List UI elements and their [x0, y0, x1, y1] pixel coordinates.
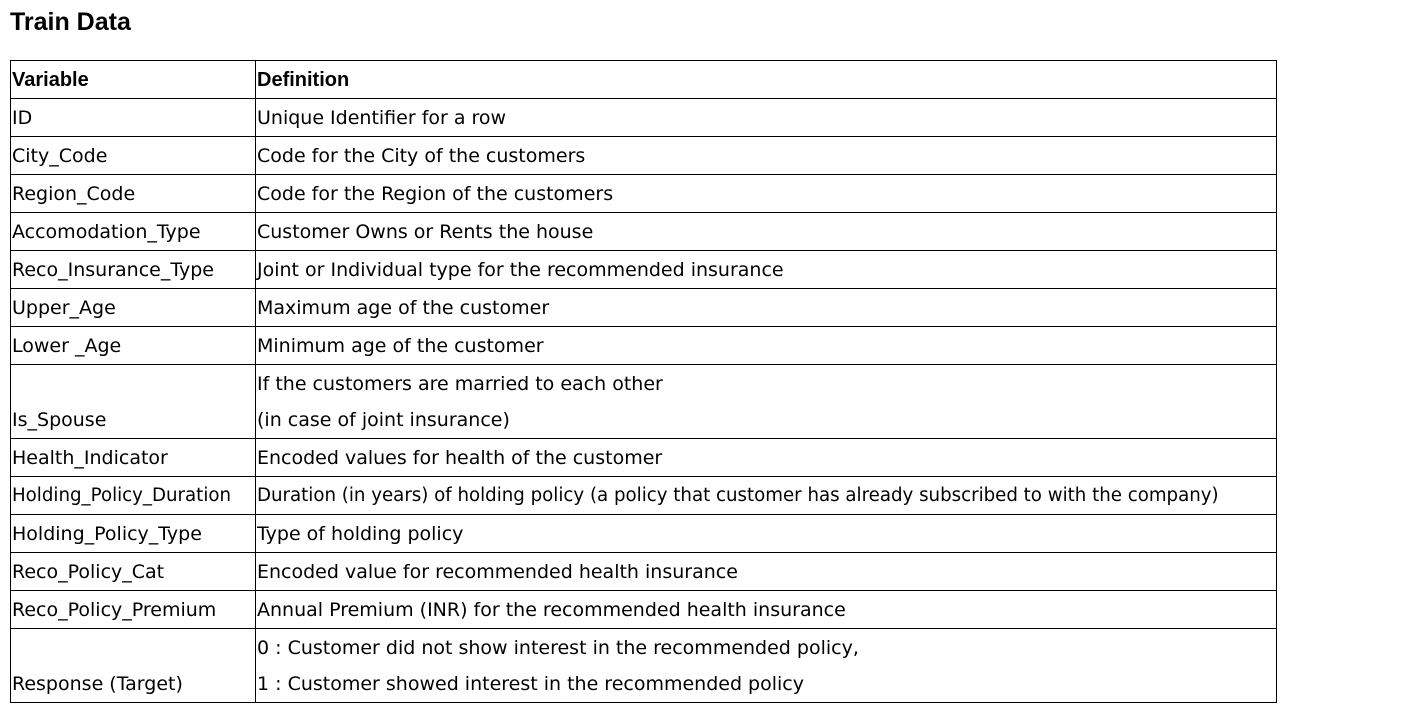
- definition-cell: Minimum age of the customer: [255, 326, 1277, 365]
- definition-line: 1 : Customer showed interest in the reco…: [257, 673, 804, 695]
- column-header-definition: Definition: [255, 60, 1277, 99]
- definition-cell: Annual Premium (INR) for the recommended…: [255, 590, 1277, 629]
- variable-cell: Reco_Insurance_Type: [10, 250, 256, 289]
- table-row: Region_Code Code for the Region of the c…: [10, 174, 1277, 213]
- page-title: Train Data: [10, 8, 131, 36]
- variable-cell: Lower _Age: [10, 326, 256, 365]
- variable-cell: ID: [10, 98, 256, 137]
- definition-cell: Encoded value for recommended health ins…: [255, 552, 1277, 591]
- table-row: City_Code Code for the City of the custo…: [10, 136, 1277, 175]
- definition-line: 0 : Customer did not show interest in th…: [257, 637, 859, 659]
- table-row: Response (Target) 0 : Customer did not s…: [10, 628, 1277, 703]
- definition-cell: Duration (in years) of holding policy (a…: [255, 476, 1277, 515]
- table-row: Upper_Age Maximum age of the customer: [10, 288, 1277, 327]
- definition-cell: Maximum age of the customer: [255, 288, 1277, 327]
- table-row: ID Unique Identifier for a row: [10, 98, 1277, 137]
- table-row: Is_Spouse If the customers are married t…: [10, 364, 1277, 439]
- definition-cell: 0 : Customer did not show interest in th…: [255, 628, 1277, 703]
- table-row: Lower _Age Minimum age of the customer: [10, 326, 1277, 365]
- variable-cell: Region_Code: [10, 174, 256, 213]
- definition-cell: Unique Identifier for a row: [255, 98, 1277, 137]
- definition-cell: Joint or Individual type for the recomme…: [255, 250, 1277, 289]
- definition-cell: Code for the City of the customers: [255, 136, 1277, 175]
- variable-cell: Reco_Policy_Cat: [10, 552, 256, 591]
- table-row: Accomodation_Type Customer Owns or Rents…: [10, 212, 1277, 251]
- variable-cell: Accomodation_Type: [10, 212, 256, 251]
- variable-cell: Reco_Policy_Premium: [10, 590, 256, 629]
- table-row: Reco_Policy_Premium Annual Premium (INR)…: [10, 590, 1277, 629]
- variable-cell: Holding_Policy_Duration: [10, 476, 256, 515]
- table-row: Holding_Policy_Type Type of holding poli…: [10, 514, 1277, 553]
- variable-definition-table: Variable Definition ID Unique Identifier…: [10, 60, 1277, 703]
- variable-cell: City_Code: [10, 136, 256, 175]
- variable-cell: Health_Indicator: [10, 438, 256, 477]
- definition-cell: Encoded values for health of the custome…: [255, 438, 1277, 477]
- definition-cell: If the customers are married to each oth…: [255, 364, 1277, 439]
- variable-cell: Holding_Policy_Type: [10, 514, 256, 553]
- column-header-variable: Variable: [10, 60, 256, 99]
- definition-cell: Customer Owns or Rents the house: [255, 212, 1277, 251]
- variable-cell: Response (Target): [10, 628, 256, 703]
- definition-cell: Type of holding policy: [255, 514, 1277, 553]
- definition-line: (in case of joint insurance): [257, 409, 510, 431]
- table-header-row: Variable Definition: [10, 60, 1277, 99]
- definition-line: If the customers are married to each oth…: [257, 373, 663, 395]
- variable-cell: Upper_Age: [10, 288, 256, 327]
- table-row: Reco_Insurance_Type Joint or Individual …: [10, 250, 1277, 289]
- variable-cell: Is_Spouse: [10, 364, 256, 439]
- table-row: Holding_Policy_Duration Duration (in yea…: [10, 476, 1277, 515]
- definition-cell: Code for the Region of the customers: [255, 174, 1277, 213]
- table-row: Reco_Policy_Cat Encoded value for recomm…: [10, 552, 1277, 591]
- table-row: Health_Indicator Encoded values for heal…: [10, 438, 1277, 477]
